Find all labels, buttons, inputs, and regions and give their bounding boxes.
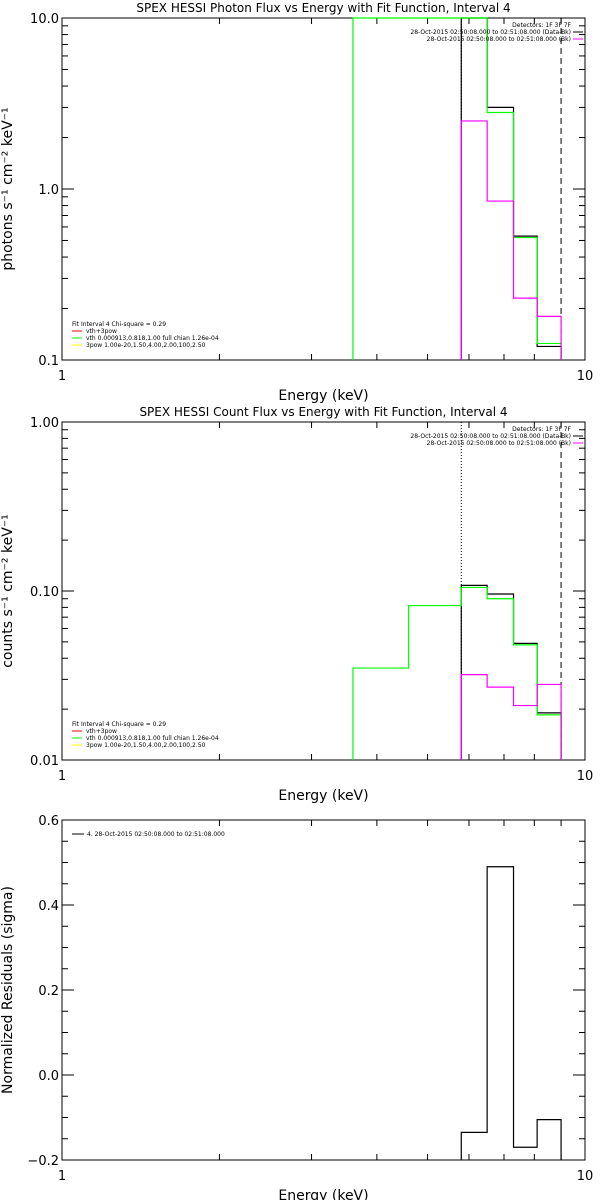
y-tick-label: 0.2 (38, 984, 59, 999)
legend-bottom-entry: 3pow 1.00e-20,1.50,4.00,2.00,100,2.50 (86, 742, 206, 749)
y-tick-label: 0.1 (38, 354, 59, 369)
legend-bottom-entry: vth 0.000913,0.818,1.00 full chian 1.26e… (86, 735, 219, 742)
chart-panel-3: 1 10 Energy (keV) −0.2 0.0 0.2 0.4 0.6 Normalize… (0, 814, 593, 1200)
series-data-bk (460, 17, 562, 360)
chart-title: SPEX HESSI Photon Flux vs Energy with Fi… (136, 1, 510, 15)
legend-bottom-entry: vth 0.000913,0.818,1.00 full chian 1.26e… (86, 335, 219, 342)
x-axis-label: Energy (keV) (278, 388, 368, 404)
series-data-bk (460, 584, 562, 760)
series-bk (460, 674, 562, 760)
series-bk (460, 120, 562, 360)
y-axis-label: counts s⁻¹ cm⁻² keV⁻¹ (0, 514, 16, 668)
x-tick-label: 10 (577, 1169, 594, 1184)
y-tick-label: 0.0 (38, 1069, 59, 1084)
y-tick-label: 1.0 (38, 183, 59, 198)
y-tick-label: 0.01 (30, 754, 59, 769)
plot-frame (61, 421, 586, 761)
chart-title: SPEX HESSI Count Flux vs Energy with Fit… (139, 405, 507, 419)
legend-bottom-entry: vth+3pow (86, 328, 117, 335)
chart-panel-1: SPEX HESSI Photon Flux vs Energy with Fi… (0, 1, 593, 404)
x-axis-label: Energy (keV) (278, 788, 368, 804)
x-tick-label: 10 (577, 369, 594, 384)
y-tick-label: 10.0 (30, 12, 59, 27)
series-fit (352, 17, 562, 360)
x-tick-label: 1 (58, 369, 66, 384)
y-tick-label: 0.4 (38, 899, 59, 914)
plot-frame (61, 819, 586, 1161)
y-tick-label: −0.2 (27, 1154, 59, 1169)
series-residuals (460, 866, 562, 1160)
legend-bottom-entry: 3pow 1.00e-20,1.50,4.00,2.00,100,2.50 (86, 342, 206, 349)
y-tick-label: 1.00 (30, 416, 59, 431)
chart-panel-2: SPEX HESSI Count Flux vs Energy with Fit… (0, 405, 593, 804)
legend-top-entry: 28-Oct-2015 02:50:08.000 to 02:51:08.000… (427, 36, 571, 43)
x-tick-label: 1 (58, 769, 66, 784)
x-axis-label: Energy (keV) (278, 1188, 368, 1200)
y-axis-label: Normalized Residuals (sigma) (0, 886, 16, 1094)
legend-top-entry: 28-Oct-2015 02:50:08.000 to 02:51:08.000… (410, 433, 571, 440)
legend-top-entry: 28-Oct-2015 02:50:08.000 to 02:51:08.000… (427, 440, 571, 447)
legend-bottom-entry: Fit Interval 4 Chi-square = 0.29 (72, 321, 166, 328)
legend-bottom-entry: Fit Interval 4 Chi-square = 0.29 (72, 721, 166, 728)
legend-top-entry: Detectors: 1F 3F 7F (512, 426, 571, 433)
legend-top-entry: Detectors: 1F 3F 7F (512, 22, 571, 29)
x-tick-label: 1 (58, 1169, 66, 1184)
residual-legend-entry: 4. 28-Oct-2015 02:50:08.000 to 02:51:08.… (87, 831, 225, 838)
y-axis-label: photons s⁻¹ cm⁻² keV⁻¹ (0, 107, 16, 270)
plot-frame (61, 17, 586, 361)
x-tick-label: 10 (577, 769, 594, 784)
y-tick-label: 0.6 (38, 814, 59, 829)
legend-bottom-entry: vth+3pow (86, 728, 117, 735)
y-tick-label: 0.10 (30, 585, 59, 600)
legend-top-entry: 28-Oct-2015 02:50:08.000 to 02:51:08.000… (410, 29, 571, 36)
series-fit (352, 586, 562, 760)
